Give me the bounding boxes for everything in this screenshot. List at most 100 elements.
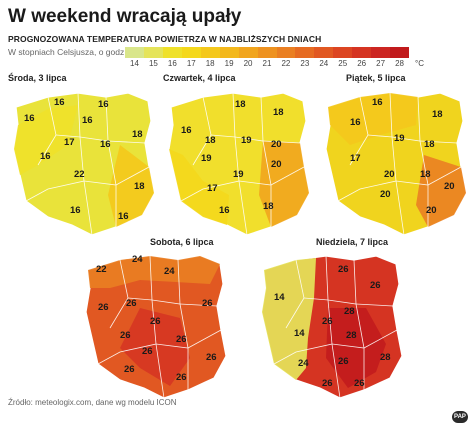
temperature-value: 26 (338, 264, 349, 275)
map-day-label: Czwartek, 4 lipca (163, 73, 236, 83)
legend-swatch (181, 47, 201, 58)
legend-swatch (257, 47, 277, 58)
temperature-value: 16 (70, 205, 81, 216)
units-note: W stopniach Celsjusza, o godz. 11:00 (8, 47, 150, 57)
legend-tick: 15 (148, 59, 158, 68)
map-saturday: Sobota, 6 lipca 22 24 24 26 26 26 26 26 … (80, 232, 230, 403)
page-title: W weekend wracają upały (8, 6, 242, 27)
temperature-value: 26 (120, 330, 131, 341)
map-thursday: Czwartek, 4 lipca 18 18 16 19 20 18 19 2… (163, 73, 313, 235)
temperature-value: 16 (54, 97, 65, 108)
temperature-zone (120, 308, 190, 386)
temperature-value: 16 (98, 99, 109, 110)
temperature-value: 26 (202, 298, 213, 309)
subtitle: PROGNOZOWANA TEMPERATURA POWIETRZA W NAJ… (8, 34, 322, 44)
temperature-value: 20 (380, 189, 391, 200)
legend-tick: 26 (357, 59, 367, 68)
temperature-value: 26 (354, 378, 365, 389)
temperature-zone (108, 145, 154, 227)
temperature-value: 18 (420, 169, 431, 180)
temperature-value: 16 (372, 97, 383, 108)
legend-swatch (295, 47, 315, 58)
temperature-value: 18 (424, 139, 435, 150)
temperature-value: 16 (100, 139, 111, 150)
pap-logo: PAP (452, 411, 468, 423)
legend-unit: °C (415, 59, 424, 68)
poland-map: 16 16 16 16 17 16 18 16 22 18 16 16 (13, 92, 155, 235)
legend-tick: 21 (262, 59, 272, 68)
temperature-value: 19 (233, 169, 244, 180)
temperature-value: 26 (322, 316, 333, 327)
legend-tick: 22 (281, 59, 291, 68)
temperature-value: 26 (206, 352, 217, 363)
poland-map: 26 26 14 14 28 26 28 24 26 28 26 26 (261, 255, 403, 399)
temperature-value: 26 (176, 372, 187, 383)
temperature-value: 26 (126, 298, 137, 309)
temperature-value: 24 (164, 266, 175, 277)
legend-tick: 20 (243, 59, 253, 68)
legend-swatch (276, 47, 296, 58)
temperature-value: 19 (241, 135, 252, 146)
poland-map: 22 24 24 26 26 26 26 26 26 26 26 26 26 (85, 254, 227, 399)
temperature-zone (169, 149, 229, 225)
legend-swatch (238, 47, 258, 58)
temperature-value: 24 (132, 254, 143, 265)
temperature-zone (326, 308, 386, 388)
temperature-value: 26 (142, 346, 153, 357)
source-note: Źródło: meteologix.com, dane wg modelu I… (8, 398, 177, 407)
temperature-value: 20 (271, 159, 282, 170)
temperature-value: 19 (201, 153, 212, 164)
legend-tick: 24 (319, 59, 329, 68)
legend-tick: 27 (376, 59, 386, 68)
poland-map: 18 18 16 19 20 18 19 20 17 19 16 18 (168, 92, 310, 235)
temperature-value: 22 (96, 264, 107, 275)
temperature-value: 20 (271, 139, 282, 150)
map-day-label: Środa, 3 lipca (8, 73, 67, 83)
legend-swatch (371, 47, 391, 58)
temperature-value: 26 (150, 316, 161, 327)
temperature-value: 20 (384, 169, 395, 180)
temperature-value: 26 (176, 334, 187, 345)
temperature-value: 16 (82, 115, 93, 126)
temperature-value: 16 (118, 211, 129, 222)
temperature-value: 26 (370, 280, 381, 291)
map-day-label: Piątek, 5 lipca (346, 73, 406, 83)
temperature-value: 18 (134, 181, 145, 192)
temperature-value: 20 (444, 181, 455, 192)
map-sunday: Niedziela, 7 lipca 26 26 14 14 28 26 28 … (256, 232, 406, 403)
temperature-value: 22 (74, 169, 85, 180)
temperature-value: 18 (273, 107, 284, 118)
temperature-value: 18 (235, 99, 246, 110)
temperature-zone (14, 105, 78, 175)
map-friday: Piątek, 5 lipca 16 18 16 19 18 17 20 18 … (320, 73, 470, 235)
temperature-value: 16 (219, 205, 230, 216)
temperature-value: 28 (344, 306, 355, 317)
legend-swatch (390, 47, 410, 58)
poland-map: 16 18 16 19 18 17 20 18 20 20 20 (325, 92, 467, 235)
temperature-value: 14 (294, 328, 305, 339)
temperature-value: 19 (394, 133, 405, 144)
temperature-value: 16 (350, 117, 361, 128)
map-day-label: Sobota, 6 lipca (150, 237, 214, 247)
temperature-value: 20 (426, 205, 437, 216)
legend-swatch (219, 47, 239, 58)
temperature-value: 16 (40, 151, 51, 162)
temperature-value: 16 (181, 125, 192, 136)
temperature-value: 17 (64, 137, 75, 148)
map-wednesday: Środa, 3 lipca 16 16 16 16 17 16 18 16 2… (8, 73, 158, 235)
temperature-value: 24 (298, 358, 309, 369)
temperature-value: 18 (205, 135, 216, 146)
temperature-value: 17 (207, 183, 218, 194)
legend-tick: 17 (186, 59, 196, 68)
temperature-zone (416, 155, 466, 227)
legend-color-scale (125, 47, 410, 58)
temperature-value: 14 (274, 292, 285, 303)
temperature-zone (262, 258, 316, 380)
map-day-label: Niedziela, 7 lipca (316, 237, 389, 247)
legend-tick: 18 (205, 59, 215, 68)
temperature-zone (328, 93, 418, 145)
legend-swatch (162, 47, 182, 58)
legend-swatch (314, 47, 334, 58)
legend-swatch (333, 47, 353, 58)
legend-tick: 28 (395, 59, 404, 68)
